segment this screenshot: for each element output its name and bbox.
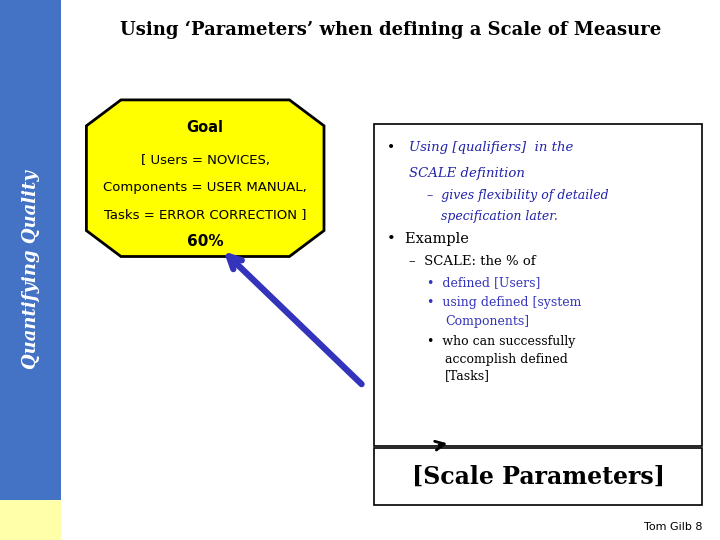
Text: •  using defined [system: • using defined [system xyxy=(427,296,581,309)
Text: [Tasks]: [Tasks] xyxy=(445,369,490,382)
FancyBboxPatch shape xyxy=(0,500,61,540)
FancyBboxPatch shape xyxy=(0,0,61,540)
Text: Tom Gilb 8: Tom Gilb 8 xyxy=(644,522,702,532)
Text: Components = USER MANUAL,: Components = USER MANUAL, xyxy=(104,181,307,194)
Polygon shape xyxy=(86,100,324,256)
FancyBboxPatch shape xyxy=(374,448,702,505)
Text: 60%: 60% xyxy=(187,234,223,249)
Text: Tasks = ERROR CORRECTION ]: Tasks = ERROR CORRECTION ] xyxy=(104,208,307,221)
Text: •  defined [Users]: • defined [Users] xyxy=(427,276,540,289)
FancyBboxPatch shape xyxy=(374,124,702,446)
Text: specification later.: specification later. xyxy=(441,210,558,222)
Text: [ Users = NOVICES,: [ Users = NOVICES, xyxy=(140,154,270,167)
Text: Quantifying Quality: Quantifying Quality xyxy=(22,171,40,369)
Text: Goal: Goal xyxy=(186,120,224,135)
Text: •  Example: • Example xyxy=(387,232,469,246)
Text: –  gives flexibility of detailed: – gives flexibility of detailed xyxy=(427,189,608,202)
Text: [Scale Parameters]: [Scale Parameters] xyxy=(412,464,665,489)
Text: SCALE definition: SCALE definition xyxy=(409,167,525,180)
Text: Using ‘Parameters’ when defining a Scale of Measure: Using ‘Parameters’ when defining a Scale… xyxy=(120,21,661,39)
Text: –  SCALE: the % of: – SCALE: the % of xyxy=(409,255,536,268)
Text: •  who can successfully: • who can successfully xyxy=(427,335,575,348)
Text: accomplish defined: accomplish defined xyxy=(445,353,568,366)
Text: •: • xyxy=(387,141,395,156)
Text: Components]: Components] xyxy=(445,315,529,328)
Text: Using [qualifiers]  in the: Using [qualifiers] in the xyxy=(409,141,573,154)
